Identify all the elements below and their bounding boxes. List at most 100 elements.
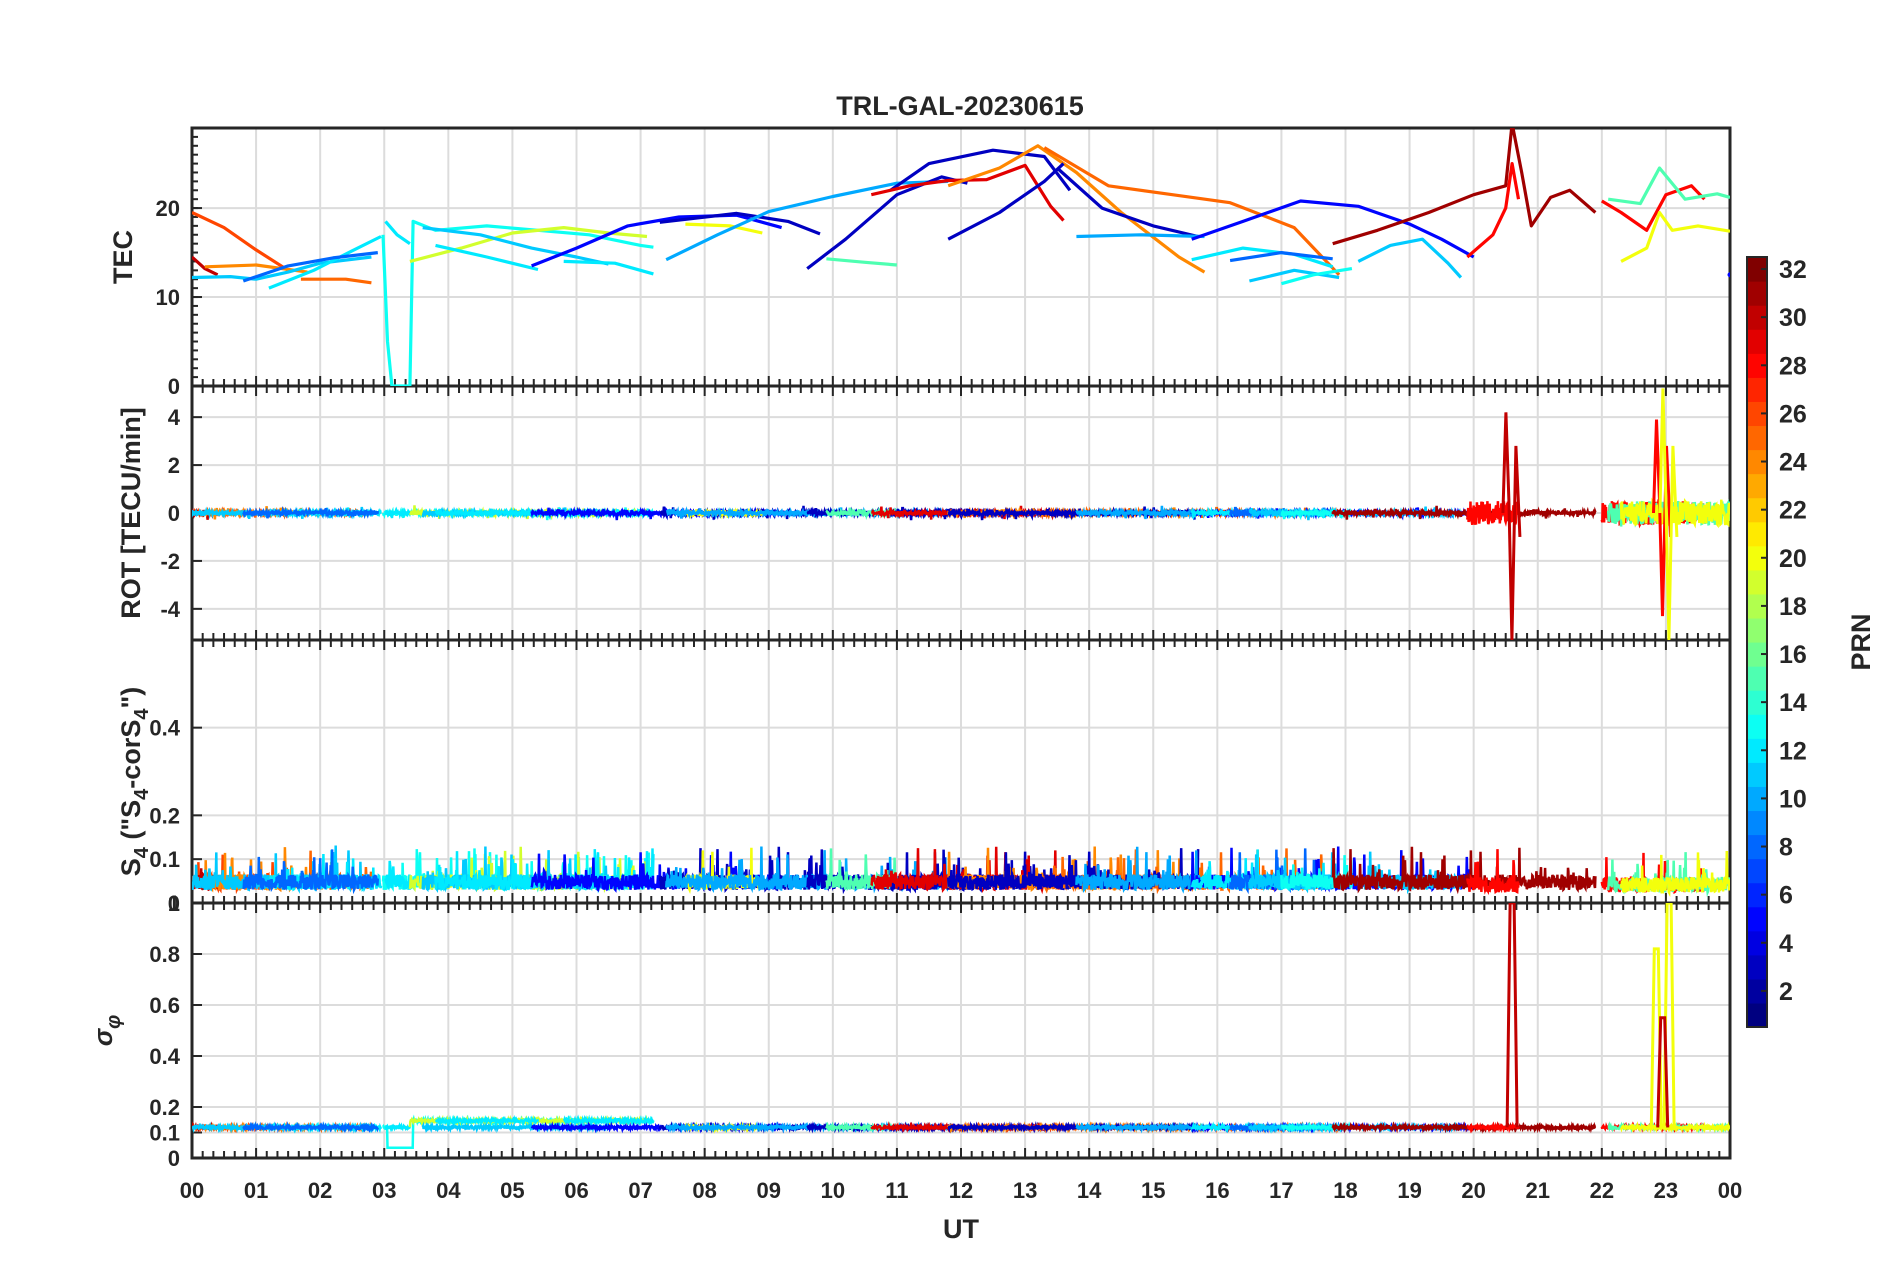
colorbar-swatch bbox=[1747, 257, 1767, 282]
tec-series-prn20 bbox=[1620, 210, 1730, 263]
sigma-series-prn12 bbox=[434, 1114, 540, 1128]
sigma-series-prn12 bbox=[384, 1122, 412, 1133]
colorbar-tick-label: 6 bbox=[1779, 882, 1793, 910]
y-axis-label-s4: S4 ("S4-corS4") bbox=[116, 687, 153, 877]
s4-series-prn5 bbox=[530, 851, 783, 893]
x-tick-label: 19 bbox=[1397, 1178, 1421, 1203]
rot-series-prn12 bbox=[384, 506, 412, 520]
sigma-series-prn8 bbox=[242, 1121, 379, 1134]
y-tick-label: 0.2 bbox=[149, 803, 180, 828]
colorbar-tick-label: 16 bbox=[1779, 641, 1807, 669]
y-tick-label: 0.2 bbox=[149, 1095, 180, 1120]
tec-series-prn24 bbox=[204, 263, 308, 274]
colorbar-tick-label: 8 bbox=[1779, 834, 1793, 862]
tec-series-prn13 bbox=[1280, 267, 1353, 286]
tec-series-prn26 bbox=[192, 211, 289, 272]
y-tick-label: 0.1 bbox=[149, 847, 180, 872]
colorbar-tick-label: 2 bbox=[1779, 978, 1793, 1006]
y-tick-label: 0.4 bbox=[149, 716, 180, 741]
colorbar-swatch bbox=[1747, 666, 1767, 691]
colorbar-swatch bbox=[1747, 401, 1767, 427]
tec-series-prn20 bbox=[685, 222, 763, 235]
x-tick-label: 03 bbox=[372, 1178, 396, 1203]
colorbar-tick-label: 10 bbox=[1779, 785, 1807, 813]
x-tick-label: 08 bbox=[692, 1178, 716, 1203]
tec-series-prn8 bbox=[1229, 251, 1333, 263]
x-tick-label: 21 bbox=[1526, 1178, 1550, 1203]
y-axis-label-rot: ROT [TECU/min] bbox=[116, 407, 146, 618]
tec-series-prn31 bbox=[1332, 128, 1597, 246]
y-tick-label: 4 bbox=[168, 405, 181, 430]
tec-series-prn12 bbox=[268, 235, 382, 290]
tec-series-prn15 bbox=[826, 257, 898, 267]
y-tick-label: 20 bbox=[156, 196, 180, 221]
tec-series-prn3 bbox=[1056, 166, 1199, 239]
colorbar-swatch bbox=[1747, 593, 1767, 619]
x-tick-label: 18 bbox=[1333, 1178, 1357, 1203]
tec-series-prn12 bbox=[435, 243, 539, 272]
colorbar-swatch bbox=[1747, 281, 1767, 306]
y-tick-label: 2 bbox=[168, 453, 180, 478]
colorbar-swatch bbox=[1747, 642, 1767, 667]
tec-series-prn30 bbox=[192, 255, 219, 277]
colorbar-swatch bbox=[1747, 714, 1767, 739]
s4-series-prn12 bbox=[384, 860, 412, 891]
colorbar-swatch bbox=[1747, 786, 1767, 812]
y-tick-label: 0.8 bbox=[149, 942, 180, 967]
x-tick-label: 09 bbox=[757, 1178, 781, 1203]
x-tick-label: 15 bbox=[1141, 1178, 1165, 1203]
colorbar-swatch bbox=[1747, 377, 1767, 402]
tec-series-prn5 bbox=[531, 213, 783, 268]
tec-series-prn8 bbox=[242, 251, 378, 283]
sigma-series-prn3 bbox=[947, 1121, 1065, 1134]
x-tick-label: 02 bbox=[308, 1178, 332, 1203]
colorbar-swatch bbox=[1747, 305, 1767, 330]
panel-s4: 0 0.1 0.2 0.4 bbox=[149, 638, 1732, 916]
tec-series-prn12 bbox=[384, 220, 411, 246]
rot-spike-prn28 bbox=[1652, 419, 1673, 617]
colorbar-tick-label: 4 bbox=[1779, 930, 1793, 958]
colorbar-swatch bbox=[1747, 762, 1767, 787]
x-tick-label: 06 bbox=[564, 1178, 588, 1203]
series-layer-tec bbox=[192, 128, 1730, 386]
sigma-series-prn12 bbox=[562, 1114, 655, 1128]
colorbar-tick-label: 26 bbox=[1779, 400, 1807, 428]
colorbar-swatch bbox=[1747, 738, 1767, 763]
colorbar-swatch bbox=[1747, 449, 1767, 475]
tec-series-prn24 bbox=[947, 144, 1206, 274]
tec-series-prn3 bbox=[659, 211, 821, 236]
x-axis-label: UT bbox=[943, 1214, 979, 1244]
rot-spike-prn20 bbox=[1658, 388, 1679, 640]
colorbar-frame bbox=[1746, 256, 1768, 1028]
x-tick-label: 01 bbox=[244, 1178, 268, 1203]
x-tick-label: 23 bbox=[1654, 1178, 1678, 1203]
colorbar-swatch bbox=[1747, 473, 1767, 499]
y-tick-label: 0 bbox=[168, 1146, 180, 1171]
tec-series-prn25 bbox=[300, 277, 372, 285]
colorbar-swatch bbox=[1747, 906, 1767, 932]
colorbar-swatch bbox=[1747, 329, 1767, 354]
tec-series-prn12 bbox=[563, 259, 654, 276]
tec-series-point bbox=[1727, 272, 1730, 278]
rot-series-prn3 bbox=[947, 506, 1065, 522]
tec-series-prn25 bbox=[1043, 146, 1341, 276]
x-tick-label: 13 bbox=[1013, 1178, 1037, 1203]
tec-series-prn28 bbox=[1466, 162, 1521, 259]
x-tick-label: 17 bbox=[1269, 1178, 1293, 1203]
tec-series-prn10 bbox=[665, 179, 949, 262]
rot-series-prn31 bbox=[1331, 505, 1597, 520]
tec-series-prn29 bbox=[870, 163, 1065, 222]
colorbar-swatch bbox=[1747, 978, 1767, 1004]
y-tick-label: 0.6 bbox=[149, 993, 180, 1018]
sigma-spike-prn30 bbox=[1656, 1016, 1670, 1128]
colorbar-swatch bbox=[1747, 353, 1767, 378]
x-tick-label: 11 bbox=[885, 1178, 908, 1203]
panels: 01020-4-202400.10.20.400.10.20.40.60.81T… bbox=[88, 126, 1732, 1171]
rot-series-prn8 bbox=[242, 506, 380, 520]
colorbar-swatch bbox=[1747, 545, 1767, 571]
rot-series-prn10 bbox=[1075, 505, 1206, 521]
tec-series-prn11 bbox=[1357, 237, 1463, 279]
y-tick-label: 0 bbox=[168, 374, 180, 399]
